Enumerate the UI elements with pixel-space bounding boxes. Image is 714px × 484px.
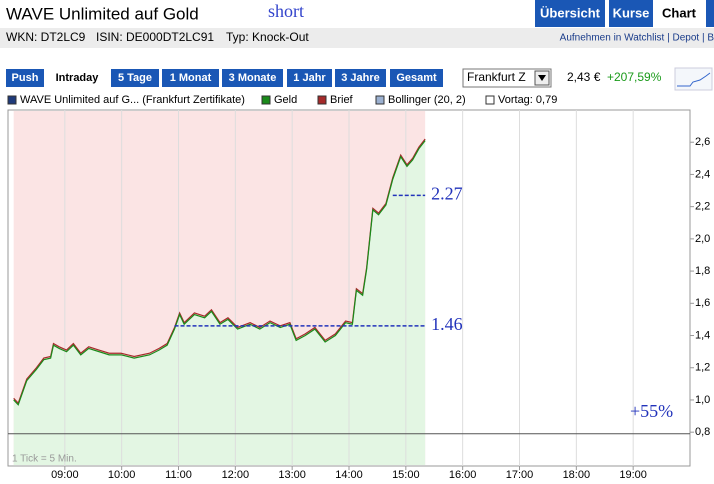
period-button[interactable] [6,69,44,87]
y-tick-label: 1,6 [695,297,710,309]
x-tick-label: 18:00 [563,469,591,481]
exchange-select[interactable] [462,68,552,88]
tab-cut [706,0,714,27]
arrow-icon [538,75,546,81]
period-button[interactable] [335,69,386,87]
period-label: Gesamt [396,72,437,84]
period-button[interactable] [47,69,107,87]
area-below [13,140,426,466]
change: +207,59% [607,70,662,84]
legend-label: Geld [274,94,297,106]
tab-label: Kurse [613,5,650,20]
legend-swatch [7,95,17,105]
y-tick-label: 2,0 [695,233,710,245]
x-tick-label: 14:00 [335,469,363,481]
period-label: Intraday [56,72,100,84]
x-tick-label: 16:00 [449,469,477,481]
legend-swatch [317,95,327,105]
x-tick-label: 12:00 [222,469,250,481]
exchange: Frankfurt Z [467,70,526,84]
legend-swatch [485,95,495,105]
y-tick-label: 2,6 [695,136,710,148]
sparkline-line [677,72,711,87]
legend-swatch [375,95,385,105]
period-label: 1 Monat [170,72,212,84]
period-label: 5 Tage [118,72,152,84]
x-tick-label: 09:00 [51,469,79,481]
y-tick-label: 1,8 [695,265,710,277]
tab-label: Chart [662,5,697,20]
info-bar [0,28,714,48]
wkn: WKN: DT2LC9 [6,30,86,44]
legend-label: Brief [330,94,354,106]
period-button[interactable] [162,69,219,87]
x-tick-label: 17:00 [506,469,534,481]
y-tick-label: 1,0 [695,394,710,406]
y-tick-label: 2,4 [695,168,710,180]
y-tick-label: 1,4 [695,329,710,341]
period-button[interactable] [222,69,283,87]
x-tick-label: 11:00 [165,469,192,481]
legend-label: WAVE Unlimited auf G... (Frankfurt Zerti… [20,94,245,106]
y-tick-label: 2,2 [695,201,710,213]
y-tick-label: 1,2 [695,362,710,374]
x-tick-label: 13:00 [278,469,306,481]
legend-label: Bollinger (20, 2) [388,94,466,106]
period-button[interactable] [287,69,332,87]
period-label: 3 Jahre [341,72,380,84]
period-label: 3 Monate [229,72,277,84]
series-line [13,140,426,406]
period-button[interactable] [390,69,443,87]
legend-swatch [261,95,271,105]
links[interactable]: Aufnehmen in Watchlist | Depot | B [560,33,714,44]
annotation-label: 2.27 [431,184,463,204]
page-title: WAVE Unlimited auf Gold [6,4,199,23]
price: 2,43 € [567,70,601,84]
period-button[interactable] [111,69,159,87]
tab-label: Übersicht [540,5,601,20]
type: Typ: Knock-Out [226,30,309,44]
period-label: Push [12,72,39,84]
x-tick-label: 19:00 [619,469,647,481]
tab[interactable] [656,0,702,27]
note-right: +55% [630,401,673,421]
tab[interactable] [535,0,605,27]
isin: ISIN: DE000DT2LC91 [96,30,214,44]
period-label: 1 Jahr [293,72,326,84]
note: short [268,1,304,21]
x-tick-label: 10:00 [108,469,136,481]
sparkline [674,67,713,91]
annotation-label: 1.46 [431,314,463,334]
legend-label: Vortag: 0,79 [498,94,557,106]
tab[interactable] [609,0,653,27]
x-tick-label: 15:00 [392,469,420,481]
tick-note: 1 Tick = 5 Min. [12,454,77,465]
y-tick-label: 0,8 [695,426,710,438]
